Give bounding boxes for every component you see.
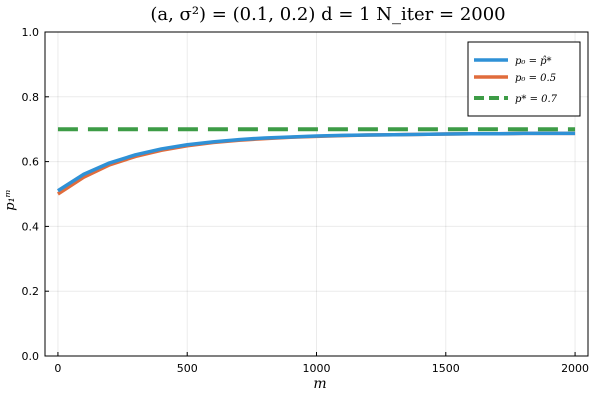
x-tick-label: 2000 xyxy=(561,362,589,375)
y-axis-label: p₁ᵐ xyxy=(3,189,18,211)
x-axis-ticks: 0 500 1000 1500 2000 xyxy=(54,352,589,375)
y-tick-label: 0.4 xyxy=(22,220,40,233)
legend-label-2: p* = 0.7 xyxy=(515,94,558,105)
legend: p₀ = p̂* p₀ = 0.5 p* = 0.7 xyxy=(467,41,581,117)
x-tick-label: 500 xyxy=(177,362,198,375)
y-axis-ticks: 0.0 0.2 0.4 0.6 0.8 1.0 xyxy=(22,26,49,363)
legend-label-0: p₀ = p̂* xyxy=(515,56,552,67)
y-tick-label: 1.0 xyxy=(22,26,40,39)
x-axis-label: m xyxy=(313,376,326,392)
y-tick-label: 0.8 xyxy=(22,91,40,104)
series-layer xyxy=(56,127,576,196)
y-tick-label: 0.6 xyxy=(22,156,40,169)
chart-title: (a, σ²) = (0.1, 0.2) d = 1 N_iter = 2000 xyxy=(150,4,505,25)
y-tick-label: 0.0 xyxy=(22,350,40,363)
legend-box xyxy=(467,41,581,117)
x-tick-label: 1500 xyxy=(432,362,460,375)
y-tick-label: 0.2 xyxy=(22,285,40,298)
legend-label-1: p₀ = 0.5 xyxy=(515,73,556,84)
series-line-0 xyxy=(56,131,576,193)
x-tick-label: 1000 xyxy=(303,362,331,375)
x-tick-label: 0 xyxy=(54,362,61,375)
